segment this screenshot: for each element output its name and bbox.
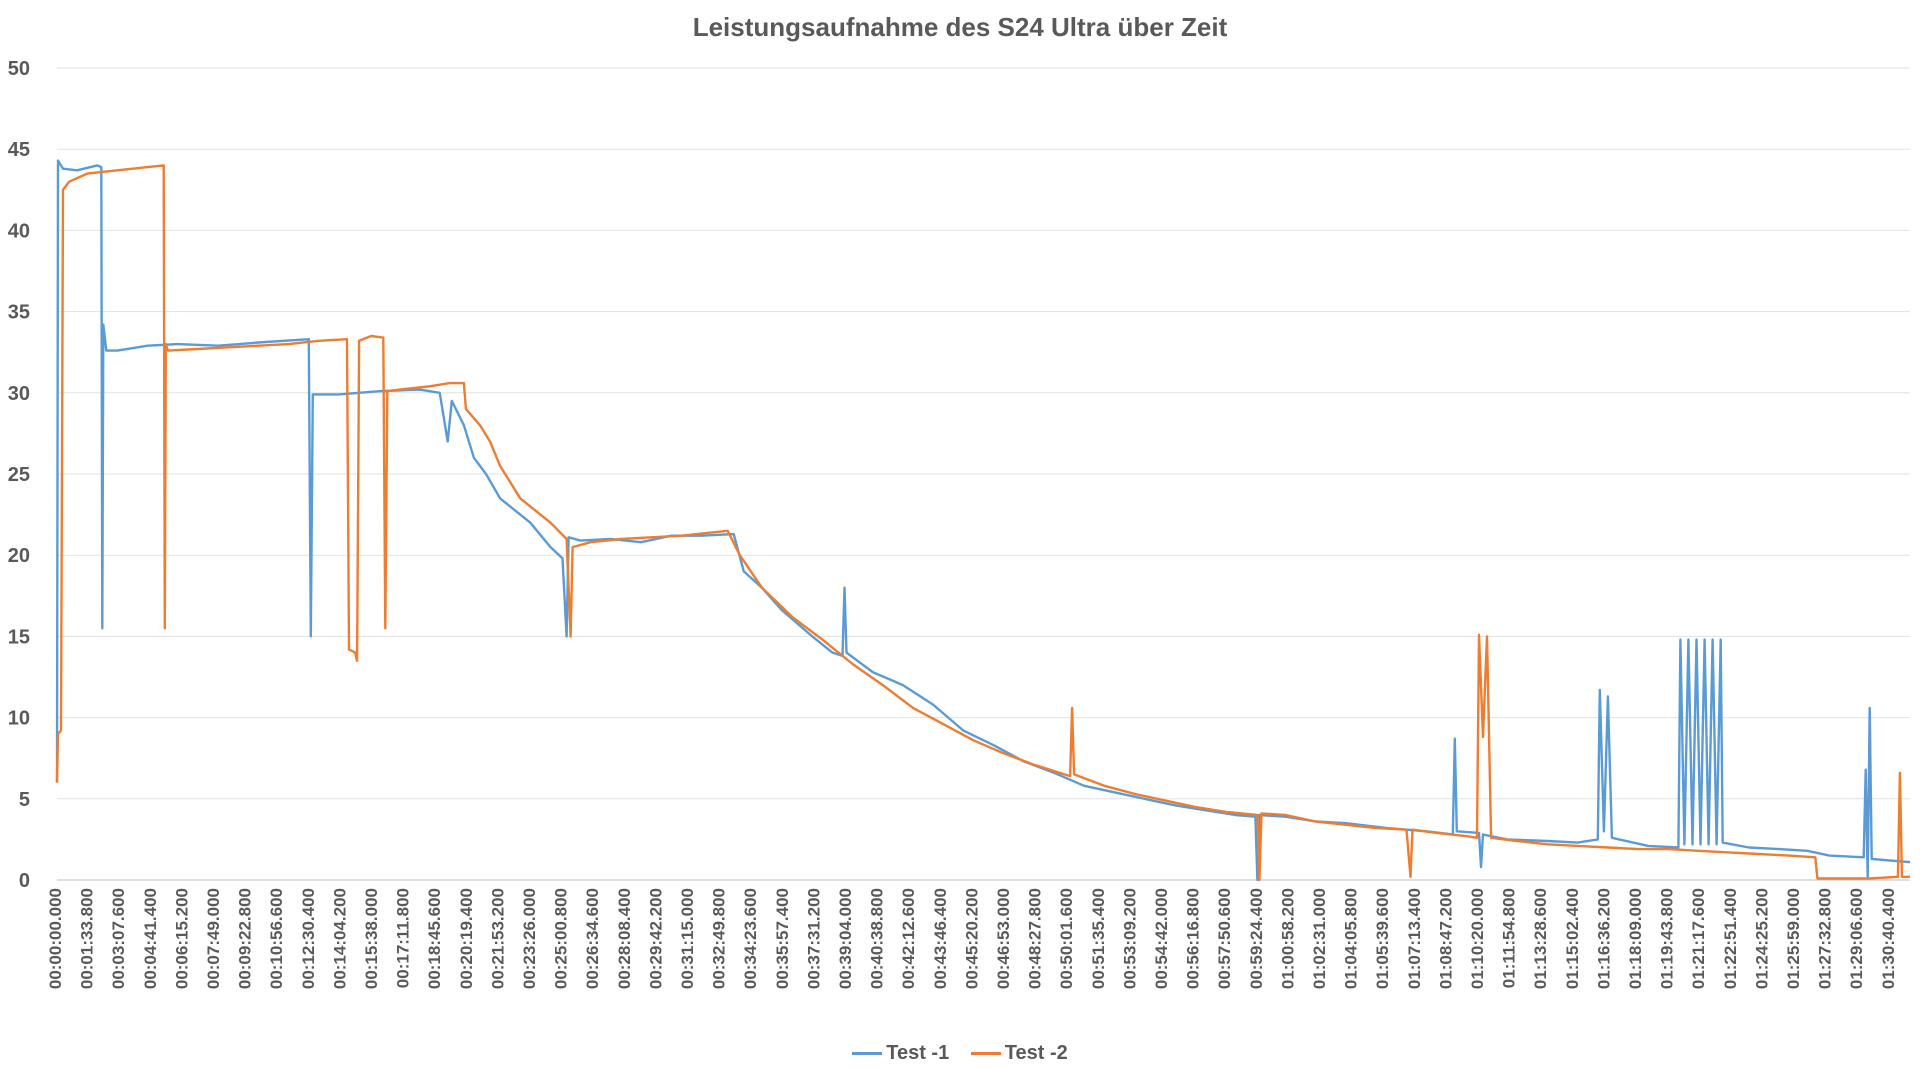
x-tick-label: 01:13:28.600: [1531, 888, 1550, 989]
x-tick-label: 00:09:22.800: [236, 888, 255, 989]
x-tick-label: 00:10:56.600: [267, 888, 286, 989]
y-tick-label: 35: [8, 302, 30, 324]
x-tick-label: 01:11:54.800: [1500, 888, 1519, 988]
x-tick-label: 00:34:23.600: [741, 888, 760, 989]
x-tick-label: 01:00:58.200: [1278, 888, 1297, 989]
x-tick-label: 00:06:15.200: [172, 888, 191, 989]
x-tick-label: 00:29:42.200: [646, 888, 665, 989]
y-tick-label: 0: [19, 870, 30, 892]
x-tick-label: 00:43:46.400: [931, 888, 950, 989]
x-tick-label: 00:17:11.800: [394, 888, 413, 988]
x-tick-label: 01:24:25.200: [1752, 888, 1771, 989]
x-tick-label: 01:25:59.000: [1784, 888, 1803, 989]
x-tick-label: 00:53:09.200: [1120, 888, 1139, 989]
series-line-test-1: [55, 159, 1911, 882]
y-tick-label: 25: [8, 464, 30, 486]
x-tick-label: 01:18:09.000: [1626, 888, 1645, 989]
x-tick-label: 00:48:27.800: [1026, 888, 1045, 989]
x-tick-label: 00:56:16.800: [1184, 888, 1203, 989]
x-tick-label: 00:37:31.200: [804, 888, 823, 989]
x-tick-label: 00:50:01.600: [1057, 888, 1076, 989]
x-tick-label: 01:10:20.000: [1468, 888, 1487, 989]
x-tick-label: 00:42:12.600: [899, 888, 918, 989]
x-tick-label: 00:35:57.400: [773, 888, 792, 989]
legend-item-test-2: Test -2: [970, 1042, 1068, 1065]
x-tick-label: 00:32:49.800: [710, 888, 729, 989]
series-line-test-2: [55, 164, 1910, 882]
x-tick-label: 00:04:41.400: [141, 888, 160, 989]
x-tick-label: 00:14:04.200: [330, 888, 349, 989]
legend-swatch-test-1: [852, 1052, 883, 1055]
x-tick-label: 00:26:34.600: [583, 888, 602, 989]
legend-item-test-1: Test -1: [852, 1042, 949, 1065]
x-tick-label: 00:59:24.400: [1247, 888, 1266, 989]
legend-swatch-test-2: [970, 1052, 1001, 1055]
legend-label-test-2: Test -2: [1004, 1042, 1068, 1064]
x-tick-label: 01:02:31.000: [1310, 888, 1329, 989]
x-tick-label: 01:21:17.600: [1689, 888, 1708, 989]
x-tick-label: 00:45:20.200: [962, 888, 981, 989]
x-tick-label: 00:20:19.400: [457, 888, 476, 989]
x-tick-label: 00:25:00.800: [552, 888, 571, 989]
x-tick-label: 00:18:45.600: [425, 888, 444, 989]
y-tick-label: 10: [8, 708, 30, 730]
x-tick-label: 01:08:47.200: [1436, 888, 1455, 989]
x-tick-label: 01:19:43.800: [1658, 888, 1677, 989]
x-tick-label: 01:27:32.800: [1816, 888, 1835, 989]
x-tick-label: 01:04:05.800: [1342, 888, 1361, 989]
x-tick-label: 00:15:38.000: [362, 888, 381, 989]
x-tick-label: 00:39:04.000: [836, 888, 855, 989]
legend: Test -1 Test -2: [0, 1038, 1920, 1065]
chart-title: Leistungsaufnahme des S24 Ultra über Zei…: [692, 12, 1228, 42]
x-tick-label: 00:03:07.600: [109, 888, 128, 989]
y-tick-label: 30: [8, 383, 30, 405]
x-tick-label: 00:12:30.400: [299, 888, 318, 989]
x-tick-label: 00:23:26.000: [520, 888, 539, 989]
y-tick-label: 20: [8, 545, 30, 567]
x-tick-label: 00:51:35.400: [1089, 888, 1108, 989]
y-tick-label: 40: [8, 220, 30, 242]
y-axis-ticks: 0 5 10 15 20 25 30 35 40 45 50: [8, 58, 30, 892]
x-tick-label: 01:07:13.400: [1405, 888, 1424, 989]
y-tick-label: 5: [19, 789, 30, 811]
x-tick-label: 00:28:08.400: [615, 888, 634, 989]
y-tick-label: 45: [8, 139, 30, 161]
x-tick-label: 00:31:15.000: [678, 888, 697, 989]
x-tick-label: 00:21:53.200: [488, 888, 507, 989]
x-tick-label: 00:01:33.800: [78, 888, 97, 989]
x-tick-label: 01:22:51.400: [1721, 888, 1740, 989]
x-axis-ticks: 00:00:00.000 00:01:33.800 00:03:07.600 00:0…: [46, 888, 1898, 989]
x-tick-label: 01:16:36.200: [1594, 888, 1613, 989]
x-tick-label: 00:46:53.000: [994, 888, 1013, 989]
x-tick-label: 01:05:39.600: [1373, 888, 1392, 989]
y-tick-label: 15: [8, 626, 30, 648]
gridlines: [57, 67, 1910, 881]
series-lines: [55, 159, 1911, 882]
x-tick-label: 00:40:38.800: [868, 888, 887, 989]
y-tick-label: 50: [8, 58, 30, 80]
x-tick-label: 00:00:00.000: [46, 888, 65, 989]
x-tick-label: 00:54:42.000: [1152, 888, 1171, 989]
x-tick-label: 01:29:06.600: [1847, 888, 1866, 989]
x-tick-label: 00:07:49.000: [204, 888, 223, 989]
x-tick-label: 01:15:02.400: [1563, 888, 1582, 989]
x-tick-label: 00:57:50.600: [1215, 888, 1234, 989]
legend-label-test-1: Test -1: [886, 1042, 950, 1064]
x-tick-label: 01:30:40.400: [1879, 888, 1898, 989]
